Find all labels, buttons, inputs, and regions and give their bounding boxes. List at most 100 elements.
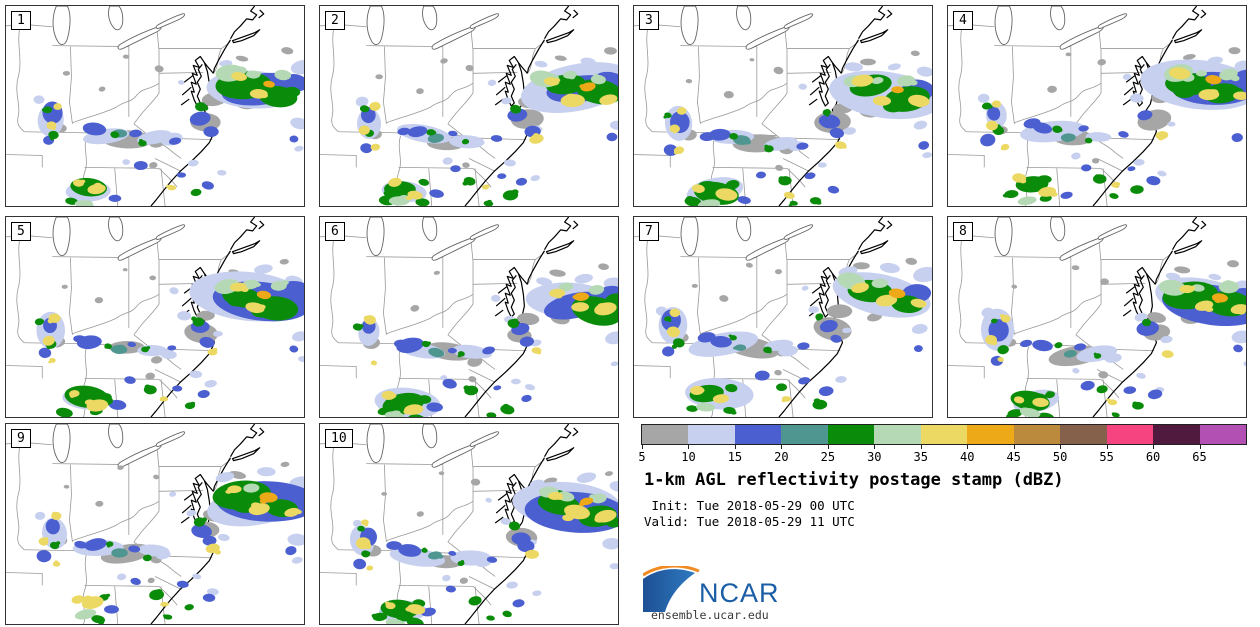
reflectivity-blob bbox=[1006, 414, 1013, 417]
reflectivity-blob bbox=[727, 385, 733, 390]
colorbar: 5 10 15 20 25 30 35 40 45 50 55 60 65 bbox=[638, 424, 1247, 464]
reflectivity-blob bbox=[1218, 280, 1239, 294]
reflectivity-blob bbox=[774, 269, 782, 275]
reflectivity-blob bbox=[352, 519, 362, 527]
reflectivity-blob bbox=[104, 345, 108, 349]
panel-number: 5 bbox=[11, 222, 31, 241]
reflectivity-blob bbox=[1166, 285, 1179, 294]
reflectivity-blob bbox=[410, 304, 420, 312]
reflectivity-blob bbox=[825, 113, 830, 117]
reflectivity-blob bbox=[291, 556, 303, 564]
reflectivity-blob bbox=[235, 55, 249, 62]
reflectivity-blob bbox=[416, 511, 424, 517]
reflectivity-blob bbox=[54, 560, 58, 564]
reflectivity-blob bbox=[56, 541, 61, 545]
reflectivity-blob bbox=[80, 179, 86, 184]
reflectivity-blob bbox=[1065, 52, 1072, 57]
reflectivity-blob bbox=[602, 537, 618, 550]
reflectivity-blob bbox=[719, 295, 729, 302]
reflectivity-blob bbox=[1205, 307, 1214, 312]
reflectivity-blob bbox=[493, 385, 502, 391]
reflectivity-blob bbox=[63, 484, 70, 489]
reflectivity-blob bbox=[730, 134, 735, 138]
reflectivity-blob bbox=[187, 159, 199, 167]
reflectivity-blob bbox=[105, 393, 112, 398]
reflectivity-blob bbox=[202, 593, 216, 602]
reflectivity-blob bbox=[673, 150, 679, 155]
reflectivity-blob bbox=[130, 577, 141, 585]
colorbar-tick-label: 35 bbox=[913, 450, 928, 464]
reflectivity-blob bbox=[980, 133, 996, 147]
reflectivity-blob bbox=[1133, 159, 1145, 166]
panel-number: 4 bbox=[953, 11, 973, 30]
forecast-panel-4: 4 bbox=[947, 5, 1247, 207]
ncar-logo: NCAR bbox=[642, 564, 803, 612]
reflectivity-blob bbox=[426, 402, 443, 412]
reflectivity-blob bbox=[418, 179, 424, 184]
reflectivity-blob bbox=[442, 157, 453, 165]
reflectivity-blob bbox=[1060, 191, 1073, 199]
reflectivity-blob bbox=[375, 74, 384, 80]
reflectivity-blob bbox=[1058, 343, 1062, 347]
reflectivity-blob bbox=[442, 574, 451, 582]
reflectivity-blob bbox=[545, 487, 555, 493]
reflectivity-blob bbox=[189, 370, 203, 379]
reflectivity-blob bbox=[1197, 286, 1204, 291]
reflectivity-blob bbox=[816, 317, 820, 321]
colorbar-segment bbox=[1013, 425, 1061, 444]
reflectivity-blob bbox=[780, 385, 787, 390]
reflectivity-blob bbox=[214, 549, 221, 555]
reflectivity-blob bbox=[84, 538, 107, 551]
reflectivity-blob bbox=[827, 185, 840, 194]
reflectivity-blob bbox=[773, 66, 784, 75]
reflectivity-blob bbox=[835, 376, 847, 383]
reflectivity-blob bbox=[46, 344, 52, 350]
reflectivity-blob bbox=[512, 599, 525, 608]
colorbar-tick bbox=[688, 445, 690, 449]
reflectivity-blob bbox=[290, 59, 304, 75]
reflectivity-blob bbox=[282, 86, 301, 98]
reflectivity-blob bbox=[754, 370, 770, 381]
reflectivity-blob bbox=[74, 540, 88, 549]
reflectivity-blob bbox=[117, 344, 125, 350]
reflectivity-blob bbox=[668, 319, 672, 322]
reflectivity-blob bbox=[292, 331, 304, 342]
reflectivity-blob bbox=[189, 111, 211, 126]
reflectivity-blob bbox=[1100, 388, 1106, 393]
reflectivity-blob bbox=[1114, 185, 1119, 189]
reflectivity-blob bbox=[669, 329, 676, 335]
reflectivity-blob bbox=[440, 58, 448, 64]
reflectivity-blob bbox=[241, 287, 249, 293]
reflectivity-blob bbox=[73, 335, 87, 343]
reflectivity-map bbox=[6, 217, 304, 417]
reflectivity-blob bbox=[359, 526, 363, 530]
reflectivity-blob bbox=[253, 282, 261, 287]
reflectivity-blob bbox=[467, 356, 483, 367]
colorbar-tick-label: 55 bbox=[1099, 450, 1114, 464]
reflectivity-blob bbox=[685, 78, 693, 84]
reflectivity-blob bbox=[913, 345, 923, 353]
reflectivity-blob bbox=[817, 162, 827, 168]
reflectivity-blob bbox=[212, 330, 223, 337]
reflectivity-blob bbox=[482, 346, 495, 355]
reflectivity-blob bbox=[1146, 176, 1161, 186]
reflectivity-blob bbox=[105, 593, 111, 597]
reflectivity-blob bbox=[34, 511, 46, 520]
reflectivity-blob bbox=[916, 66, 932, 77]
reflectivity-blob bbox=[487, 199, 492, 203]
reflectivity-blob bbox=[1231, 75, 1240, 82]
reflectivity-blob bbox=[830, 334, 842, 343]
panel-number: 6 bbox=[325, 222, 345, 241]
reflectivity-blob bbox=[1160, 335, 1173, 344]
reflectivity-blob bbox=[617, 146, 618, 153]
reflectivity-blob bbox=[201, 517, 207, 522]
reflectivity-blob bbox=[1137, 109, 1172, 131]
reflectivity-blob bbox=[381, 410, 388, 415]
colorbar-tick bbox=[1153, 445, 1155, 449]
reflectivity-blob bbox=[913, 301, 921, 307]
reflectivity-map bbox=[320, 424, 618, 624]
reflectivity-blob bbox=[1211, 300, 1233, 313]
reflectivity-blob bbox=[1074, 343, 1087, 351]
reflectivity-blob bbox=[987, 106, 1001, 121]
